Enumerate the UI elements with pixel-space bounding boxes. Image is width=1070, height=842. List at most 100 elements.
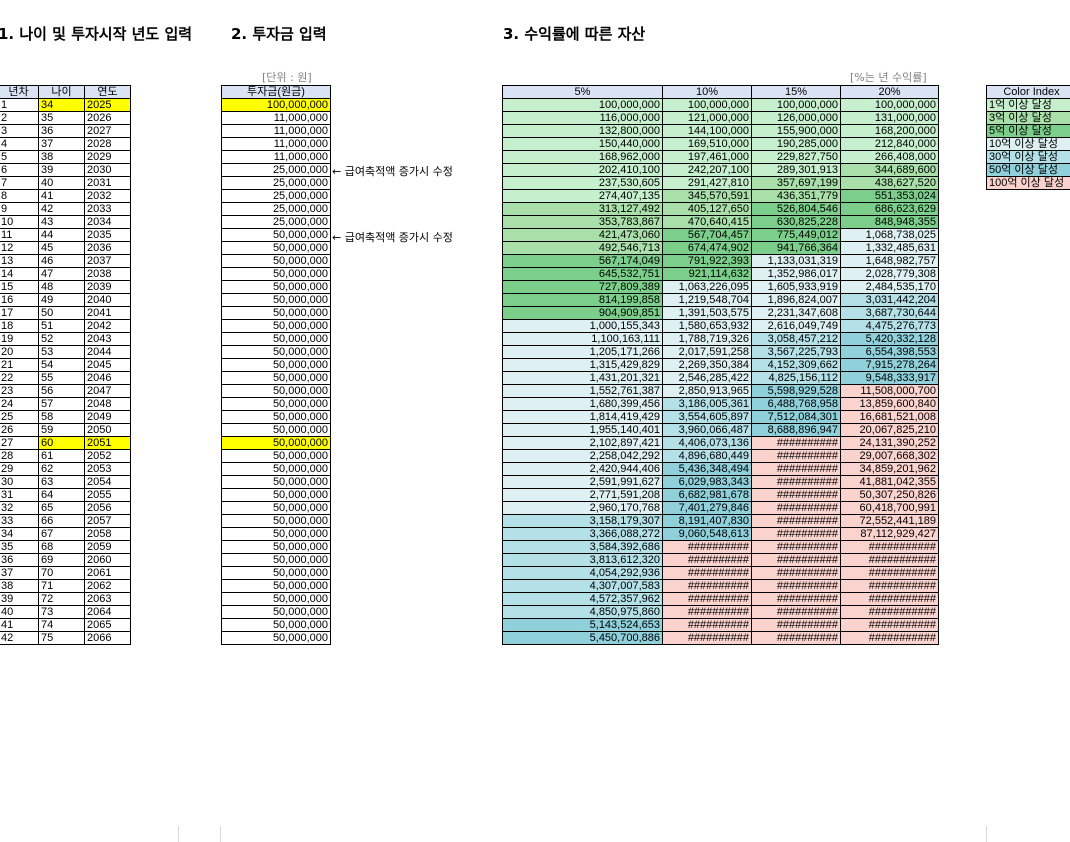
age-cell[interactable]: 37 [38,137,85,151]
investment-cell[interactable]: 50,000,000 [221,371,331,385]
year-number-cell[interactable]: 13 [0,254,39,268]
asset-cell[interactable]: ########## [751,488,841,502]
investment-cell[interactable]: 50,000,000 [221,332,331,346]
asset-cell[interactable]: 1,068,738,025 [840,228,939,242]
asset-cell[interactable]: 2,420,944,406 [502,462,663,476]
asset-cell[interactable]: 100,000,000 [840,98,939,112]
asset-cell[interactable]: 1,552,761,387 [502,384,663,398]
investment-cell[interactable]: 50,000,000 [221,241,331,255]
investment-cell[interactable]: 11,000,000 [221,137,331,151]
asset-cell[interactable]: 313,127,492 [502,202,663,216]
investment-cell[interactable]: 25,000,000 [221,202,331,216]
year-number-cell[interactable]: 38 [0,579,39,593]
asset-cell[interactable]: ########## [662,566,752,580]
asset-cell[interactable]: 8,191,407,830 [662,514,752,528]
year-number-cell[interactable]: 5 [0,150,39,164]
investment-cell[interactable]: 100,000,000 [221,98,331,112]
asset-cell[interactable]: ########### [840,566,939,580]
asset-cell[interactable]: 775,449,012 [751,228,841,242]
investment-cell[interactable]: 25,000,000 [221,215,331,229]
age-cell[interactable]: 41 [38,189,85,203]
asset-cell[interactable]: 100,000,000 [502,98,663,112]
age-cell[interactable]: 62 [38,462,85,476]
age-cell[interactable]: 47 [38,267,85,281]
age-cell[interactable]: 44 [38,228,85,242]
year-cell[interactable]: 2066 [84,631,131,645]
year-number-cell[interactable]: 33 [0,514,39,528]
asset-cell[interactable]: ########## [662,540,752,554]
year-cell[interactable]: 2037 [84,254,131,268]
investment-cell[interactable]: 50,000,000 [221,501,331,515]
asset-cell[interactable]: 11,508,000,700 [840,384,939,398]
asset-cell[interactable]: 168,962,000 [502,150,663,164]
asset-cell[interactable]: 1,814,419,429 [502,410,663,424]
investment-cell[interactable]: 50,000,000 [221,423,331,437]
year-cell[interactable]: 2065 [84,618,131,632]
asset-cell[interactable]: 2,850,913,965 [662,384,752,398]
investment-cell[interactable]: 25,000,000 [221,163,331,177]
year-number-cell[interactable]: 6 [0,163,39,177]
asset-cell[interactable]: 2,616,049,749 [751,319,841,333]
asset-cell[interactable]: 4,850,975,860 [502,605,663,619]
year-cell[interactable]: 2064 [84,605,131,619]
asset-cell[interactable]: 3,366,088,272 [502,527,663,541]
asset-cell[interactable]: 50,307,250,826 [840,488,939,502]
investment-cell[interactable]: 50,000,000 [221,579,331,593]
asset-cell[interactable]: 1,063,226,095 [662,280,752,294]
investment-cell[interactable]: 50,000,000 [221,293,331,307]
asset-cell[interactable]: 630,825,228 [751,215,841,229]
year-number-cell[interactable]: 17 [0,306,39,320]
investment-cell[interactable]: 11,000,000 [221,150,331,164]
asset-cell[interactable]: 567,174,049 [502,254,663,268]
year-cell[interactable]: 2062 [84,579,131,593]
asset-cell[interactable]: 1,896,824,007 [751,293,841,307]
asset-cell[interactable]: 345,570,591 [662,189,752,203]
year-cell[interactable]: 2030 [84,163,131,177]
investment-cell[interactable]: 50,000,000 [221,631,331,645]
asset-cell[interactable]: 4,406,073,136 [662,436,752,450]
year-number-cell[interactable]: 25 [0,410,39,424]
age-cell[interactable]: 43 [38,215,85,229]
asset-cell[interactable]: 3,813,612,320 [502,553,663,567]
asset-cell[interactable]: 6,488,768,958 [751,397,841,411]
year-cell[interactable]: 2057 [84,514,131,528]
asset-cell[interactable]: ########## [751,631,841,645]
asset-cell[interactable]: 1,352,986,017 [751,267,841,281]
investment-cell[interactable]: 50,000,000 [221,397,331,411]
age-cell[interactable]: 45 [38,241,85,255]
asset-cell[interactable]: ########### [840,631,939,645]
investment-cell[interactable]: 50,000,000 [221,280,331,294]
year-cell[interactable]: 2025 [84,98,131,112]
asset-cell[interactable]: 2,960,170,768 [502,501,663,515]
year-number-cell[interactable]: 8 [0,189,39,203]
asset-cell[interactable]: 470,640,415 [662,215,752,229]
asset-cell[interactable]: 2,231,347,608 [751,306,841,320]
year-cell[interactable]: 2034 [84,215,131,229]
asset-cell[interactable]: 848,948,355 [840,215,939,229]
asset-cell[interactable]: 1,315,429,829 [502,358,663,372]
asset-cell[interactable]: 4,896,680,449 [662,449,752,463]
year-number-cell[interactable]: 3 [0,124,39,138]
asset-cell[interactable]: 5,143,524,653 [502,618,663,632]
asset-cell[interactable]: 6,682,981,678 [662,488,752,502]
year-number-cell[interactable]: 21 [0,358,39,372]
year-number-cell[interactable]: 18 [0,319,39,333]
asset-cell[interactable]: 168,200,000 [840,124,939,138]
year-number-cell[interactable]: 37 [0,566,39,580]
asset-cell[interactable]: 4,475,276,773 [840,319,939,333]
year-number-cell[interactable]: 16 [0,293,39,307]
year-cell[interactable]: 2040 [84,293,131,307]
asset-cell[interactable]: 266,408,000 [840,150,939,164]
asset-cell[interactable]: 2,546,285,422 [662,371,752,385]
asset-cell[interactable]: 2,102,897,421 [502,436,663,450]
age-cell[interactable]: 65 [38,501,85,515]
asset-cell[interactable]: 567,704,457 [662,228,752,242]
asset-cell[interactable]: 237,530,605 [502,176,663,190]
asset-cell[interactable]: 9,548,333,917 [840,371,939,385]
year-cell[interactable]: 2058 [84,527,131,541]
age-cell[interactable]: 72 [38,592,85,606]
age-cell[interactable]: 75 [38,631,85,645]
asset-cell[interactable]: 5,598,929,528 [751,384,841,398]
asset-cell[interactable]: 2,028,779,308 [840,267,939,281]
investment-cell[interactable]: 50,000,000 [221,449,331,463]
